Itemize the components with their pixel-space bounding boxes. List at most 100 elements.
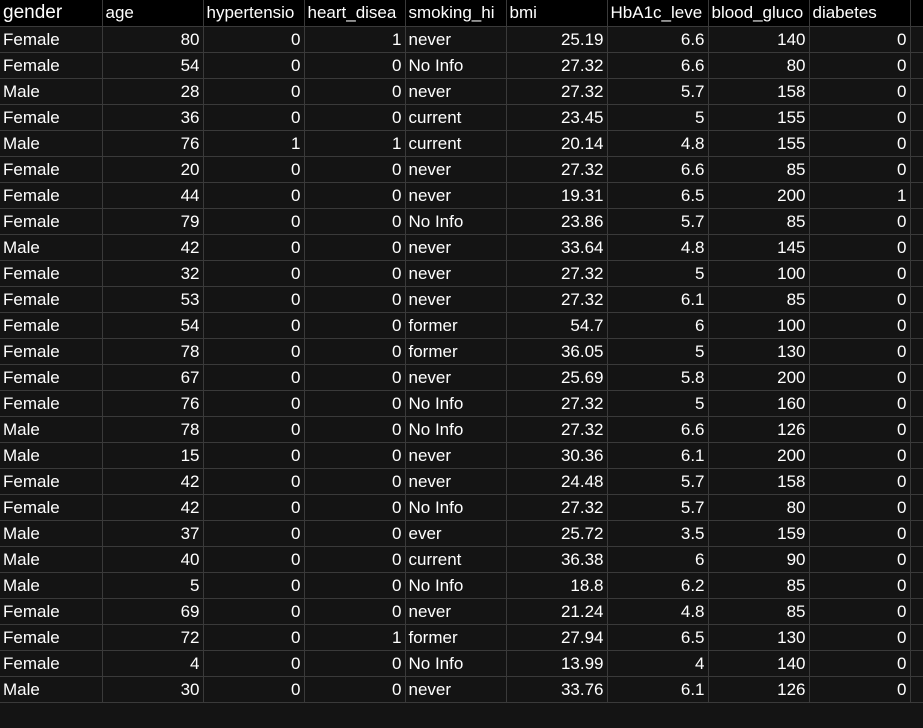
cell-blood-glucose-level[interactable]: 158 <box>708 78 810 105</box>
cell-heart-disease[interactable]: 0 <box>304 312 406 339</box>
cell-age[interactable]: 78 <box>102 416 204 443</box>
cell-hba1c-level[interactable]: 4.8 <box>607 234 709 261</box>
cell-hba1c-level[interactable]: 3.5 <box>607 520 709 547</box>
cell-bmi[interactable]: 30.36 <box>506 442 608 469</box>
cell-age[interactable]: 54 <box>102 312 204 339</box>
cell-smoking-history[interactable]: never <box>405 468 507 495</box>
cell-hba1c-level[interactable]: 5 <box>607 338 709 365</box>
cell-heart-disease[interactable]: 0 <box>304 546 406 573</box>
cell-diabetes[interactable]: 0 <box>809 390 911 417</box>
cell-heart-disease[interactable]: 0 <box>304 208 406 235</box>
cell-empty[interactable] <box>910 234 923 261</box>
cell-smoking-history[interactable]: current <box>405 104 507 131</box>
cell-heart-disease[interactable]: 0 <box>304 598 406 625</box>
cell-gender[interactable]: Female <box>0 182 103 209</box>
cell-blood-glucose-level[interactable]: 200 <box>708 442 810 469</box>
column-header-hba1c-level[interactable]: HbA1c_leve <box>607 0 709 27</box>
cell-diabetes[interactable]: 0 <box>809 494 911 521</box>
cell-hypertension[interactable]: 0 <box>203 78 305 105</box>
cell-empty[interactable] <box>910 26 923 53</box>
cell-bmi[interactable]: 27.32 <box>506 494 608 521</box>
cell-diabetes[interactable]: 0 <box>809 208 911 235</box>
cell-bmi[interactable]: 24.48 <box>506 468 608 495</box>
cell-smoking-history[interactable]: never <box>405 676 507 703</box>
cell-hba1c-level[interactable]: 5.7 <box>607 208 709 235</box>
cell-hypertension[interactable]: 0 <box>203 286 305 313</box>
cell-empty[interactable] <box>910 364 923 391</box>
cell-hba1c-level[interactable]: 6.6 <box>607 416 709 443</box>
cell-age[interactable]: 36 <box>102 104 204 131</box>
cell-bmi[interactable]: 27.32 <box>506 78 608 105</box>
cell-hypertension[interactable]: 0 <box>203 416 305 443</box>
column-header-gender[interactable]: gender <box>0 0 103 27</box>
column-header-heart-disease[interactable]: heart_disea <box>304 0 406 27</box>
cell-blood-glucose-level[interactable]: 100 <box>708 260 810 287</box>
cell-diabetes[interactable]: 0 <box>809 260 911 287</box>
cell-smoking-history[interactable]: never <box>405 156 507 183</box>
cell-smoking-history[interactable]: never <box>405 260 507 287</box>
cell-empty[interactable] <box>910 156 923 183</box>
cell-hba1c-level[interactable]: 6.6 <box>607 26 709 53</box>
cell-diabetes[interactable]: 1 <box>809 182 911 209</box>
cell-gender[interactable]: Female <box>0 338 103 365</box>
cell-bmi[interactable]: 54.7 <box>506 312 608 339</box>
cell-age[interactable]: 20 <box>102 156 204 183</box>
cell-bmi[interactable]: 36.05 <box>506 338 608 365</box>
cell-gender[interactable]: Male <box>0 546 103 573</box>
cell-hypertension[interactable]: 1 <box>203 130 305 157</box>
cell-smoking-history[interactable]: No Info <box>405 416 507 443</box>
cell-gender[interactable]: Male <box>0 130 103 157</box>
cell-blood-glucose-level[interactable]: 126 <box>708 416 810 443</box>
cell-diabetes[interactable]: 0 <box>809 286 911 313</box>
cell-hypertension[interactable]: 0 <box>203 598 305 625</box>
cell-gender[interactable]: Female <box>0 26 103 53</box>
cell-age[interactable]: 4 <box>102 650 204 677</box>
cell-age[interactable]: 80 <box>102 26 204 53</box>
cell-smoking-history[interactable]: No Info <box>405 208 507 235</box>
cell-empty[interactable] <box>910 286 923 313</box>
cell-diabetes[interactable]: 0 <box>809 364 911 391</box>
cell-smoking-history[interactable]: former <box>405 624 507 651</box>
cell-hba1c-level[interactable]: 6.1 <box>607 442 709 469</box>
cell-empty[interactable] <box>910 520 923 547</box>
cell-gender[interactable]: Female <box>0 364 103 391</box>
cell-empty[interactable] <box>910 130 923 157</box>
cell-age[interactable]: 78 <box>102 338 204 365</box>
cell-gender[interactable]: Male <box>0 78 103 105</box>
cell-age[interactable]: 44 <box>102 182 204 209</box>
cell-hba1c-level[interactable]: 6 <box>607 312 709 339</box>
cell-smoking-history[interactable]: ever <box>405 520 507 547</box>
cell-gender[interactable]: Female <box>0 624 103 651</box>
cell-bmi[interactable]: 36.38 <box>506 546 608 573</box>
cell-hypertension[interactable]: 0 <box>203 104 305 131</box>
cell-heart-disease[interactable]: 0 <box>304 650 406 677</box>
cell-diabetes[interactable]: 0 <box>809 104 911 131</box>
cell-empty[interactable] <box>910 650 923 677</box>
cell-heart-disease[interactable]: 0 <box>304 234 406 261</box>
cell-heart-disease[interactable]: 0 <box>304 442 406 469</box>
cell-blood-glucose-level[interactable]: 100 <box>708 312 810 339</box>
cell-diabetes[interactable]: 0 <box>809 130 911 157</box>
cell-hba1c-level[interactable]: 4 <box>607 650 709 677</box>
cell-heart-disease[interactable]: 0 <box>304 104 406 131</box>
cell-bmi[interactable]: 25.72 <box>506 520 608 547</box>
cell-age[interactable]: 76 <box>102 390 204 417</box>
cell-diabetes[interactable]: 0 <box>809 442 911 469</box>
cell-gender[interactable]: Male <box>0 442 103 469</box>
cell-smoking-history[interactable]: current <box>405 546 507 573</box>
cell-age[interactable]: 37 <box>102 520 204 547</box>
cell-empty[interactable] <box>910 208 923 235</box>
cell-age[interactable]: 69 <box>102 598 204 625</box>
cell-empty[interactable] <box>910 416 923 443</box>
cell-heart-disease[interactable]: 0 <box>304 520 406 547</box>
cell-age[interactable]: 42 <box>102 234 204 261</box>
cell-gender[interactable]: Female <box>0 468 103 495</box>
cell-blood-glucose-level[interactable]: 200 <box>708 182 810 209</box>
cell-smoking-history[interactable]: never <box>405 598 507 625</box>
cell-blood-glucose-level[interactable]: 160 <box>708 390 810 417</box>
cell-hypertension[interactable]: 0 <box>203 572 305 599</box>
cell-empty[interactable] <box>910 338 923 365</box>
cell-hba1c-level[interactable]: 5.7 <box>607 78 709 105</box>
cell-heart-disease[interactable]: 1 <box>304 624 406 651</box>
cell-bmi[interactable]: 23.86 <box>506 208 608 235</box>
